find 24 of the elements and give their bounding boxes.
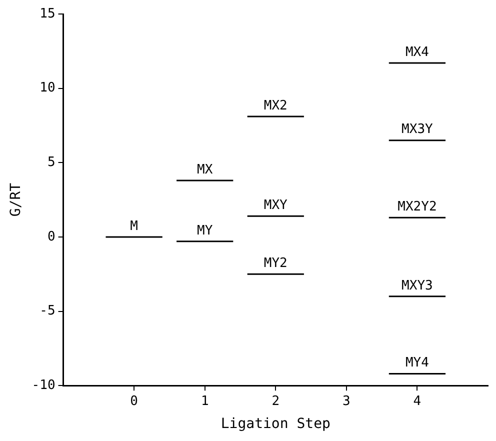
x-axis-title: Ligation Step	[220, 416, 330, 432]
y-tick-label: 0	[47, 229, 56, 244]
x-tick-label: 4	[413, 394, 422, 409]
y-tick-label: -5	[40, 304, 56, 319]
series-label: MX	[197, 162, 213, 178]
series-label: MXY	[264, 198, 288, 214]
series-label: MY4	[405, 356, 430, 371]
y-tick-label: 5	[47, 155, 56, 170]
series-label: MY	[197, 223, 213, 238]
y-tick-label: 15	[40, 6, 56, 22]
x-tick-label: 2	[272, 394, 280, 409]
series-label: MY2	[264, 256, 288, 271]
x-tick-label: 1	[200, 394, 209, 409]
x-tick-label: 0	[130, 394, 138, 409]
y-tick-label: 10	[40, 80, 56, 96]
series-label: MX2	[264, 98, 288, 114]
series-label: MX3Y	[402, 122, 434, 138]
series-label: MX4	[405, 44, 430, 60]
series-label: MX2Y2	[398, 200, 437, 215]
x-tick-label: 3	[342, 394, 350, 409]
series-label: M	[130, 218, 138, 234]
y-axis-title: G/RT	[8, 182, 24, 217]
y-tick-label: -10	[32, 378, 56, 393]
series-label: MXY3	[402, 278, 433, 294]
